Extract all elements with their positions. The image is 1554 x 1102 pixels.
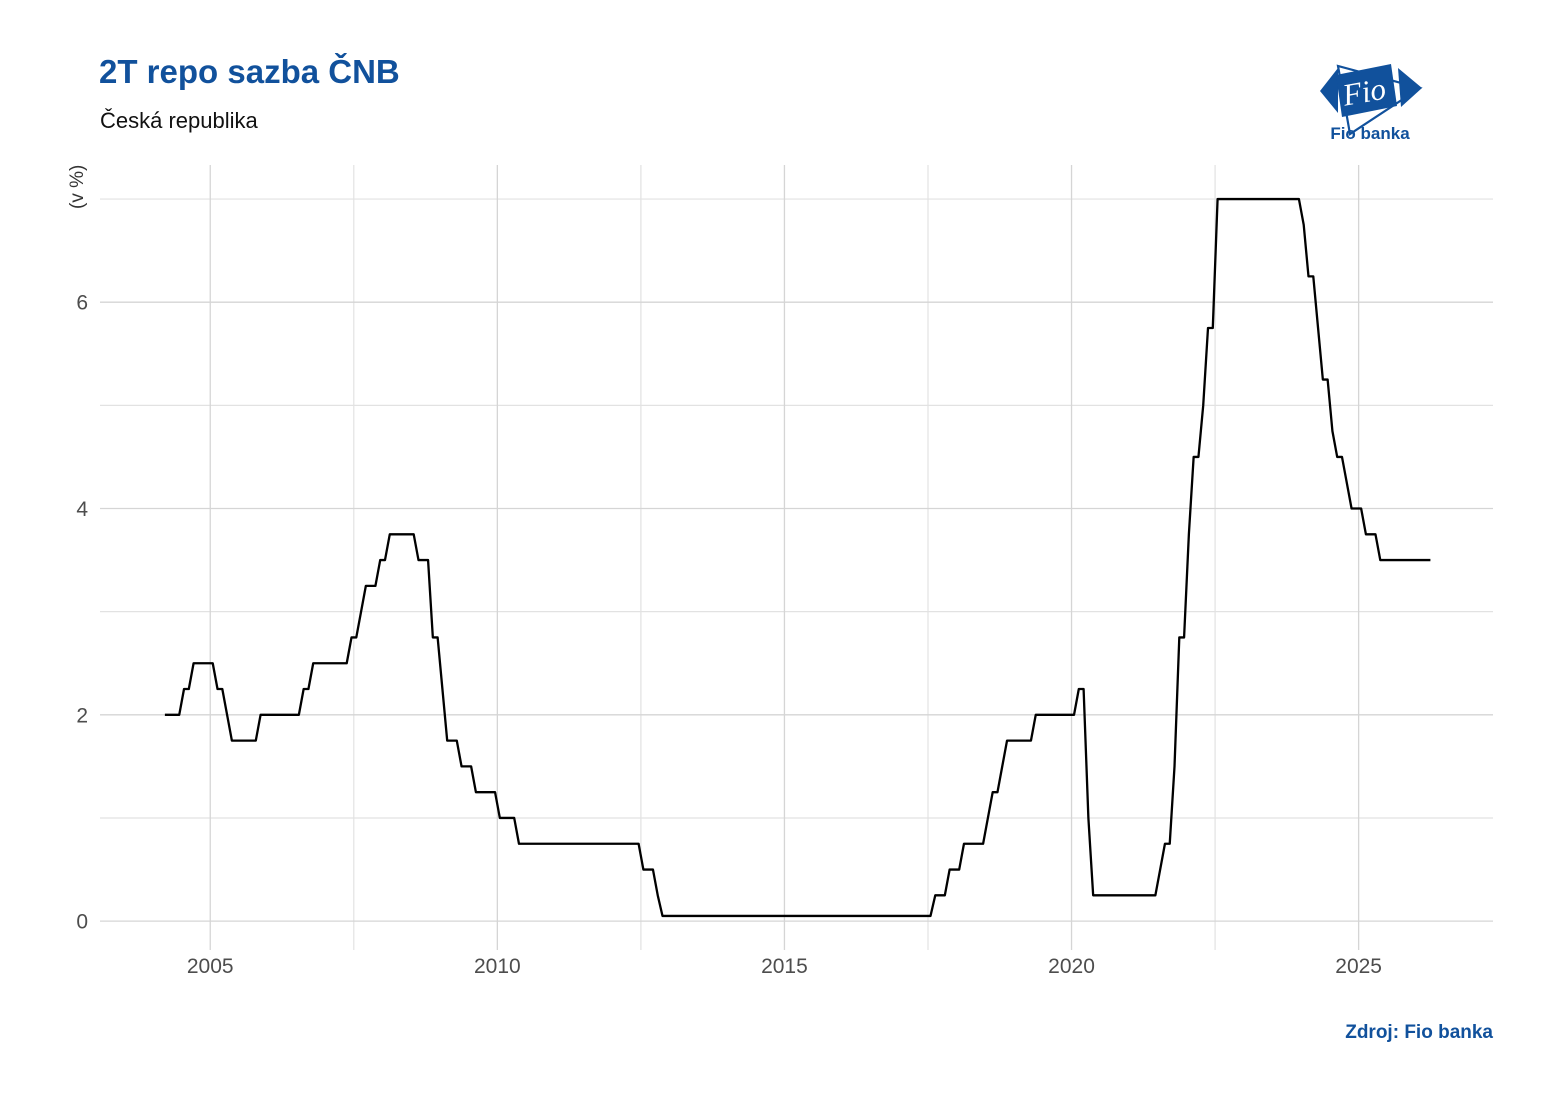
fio-logo-mark: Fio — [1339, 71, 1388, 113]
x-tick-label: 2010 — [474, 955, 521, 978]
gridlines-minor — [100, 165, 1493, 950]
fio-logo-left-triangle — [1320, 68, 1338, 113]
y-tick-label: 2 — [76, 704, 88, 727]
rate-line — [164, 197, 1431, 918]
series-layer — [164, 197, 1431, 918]
y-tick-label: 4 — [76, 498, 88, 521]
page-title: 2T repo sazba ČNB — [99, 53, 400, 90]
gridlines-major — [100, 165, 1493, 950]
fio-logo-parallelogram — [1336, 64, 1397, 117]
fio-logo-icon: Fio — [1320, 64, 1423, 136]
x-tick-label: 2015 — [761, 955, 808, 978]
y-axis-title: (v %) — [67, 165, 88, 209]
x-tick-label: 2020 — [1048, 955, 1095, 978]
source-credit: Zdroj: Fio banka — [1345, 1022, 1493, 1043]
x-tick-label: 2025 — [1335, 955, 1382, 978]
chart-canvas: 0 2 4 6 2005 2010 2015 2020 2025 (v %) — [67, 165, 1493, 978]
fio-logo: Fio Fio banka — [1314, 54, 1430, 150]
y-tick-label: 0 — [76, 911, 88, 934]
page-subtitle: Česká republika — [100, 108, 258, 133]
repo-rate-chart: 0 2 4 6 2005 2010 2015 2020 2025 (v %) — [67, 165, 1493, 978]
fio-logo-right-triangle — [1398, 68, 1422, 107]
x-tick-label: 2005 — [187, 955, 234, 978]
y-tick-label: 6 — [76, 292, 88, 315]
fio-logo-caption: Fio banka — [1330, 124, 1410, 143]
axis-labels: 0 2 4 6 2005 2010 2015 2020 2025 — [76, 292, 1382, 978]
